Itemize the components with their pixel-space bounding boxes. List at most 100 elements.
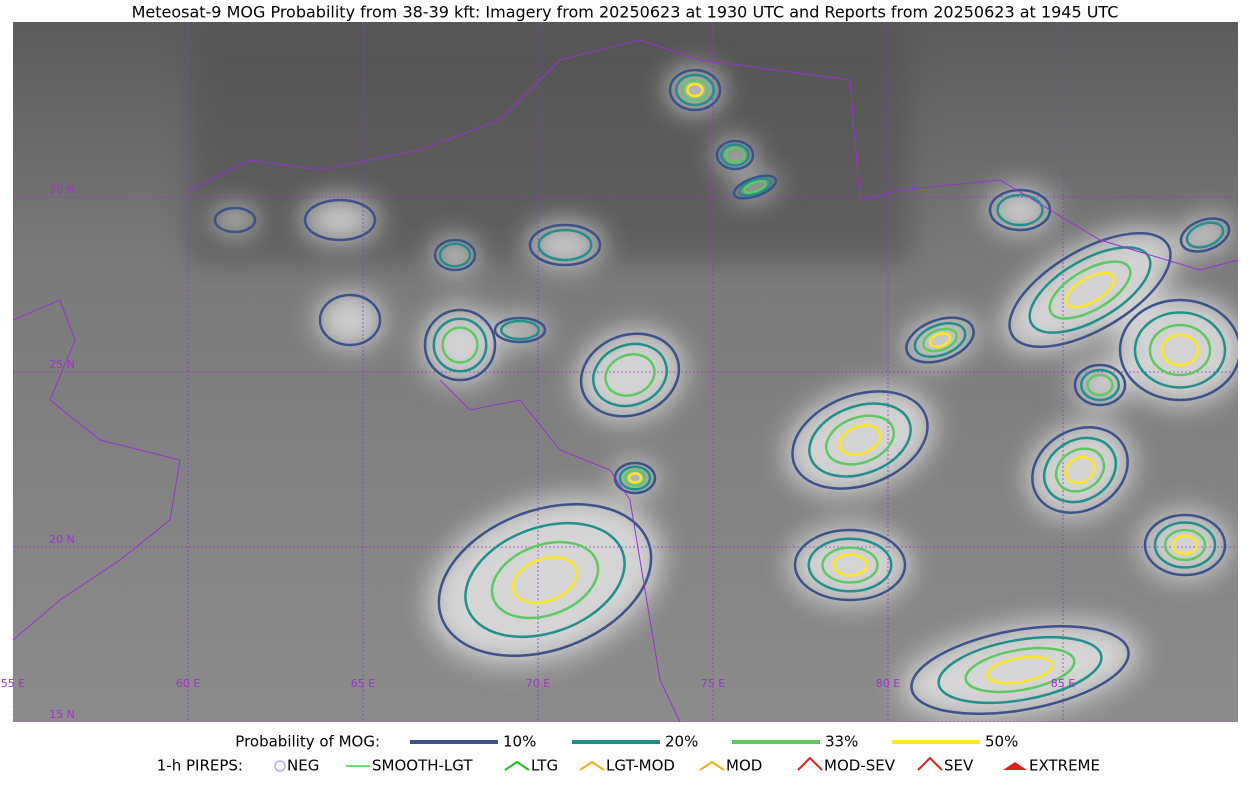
cloud bbox=[428, 496, 662, 664]
contour bbox=[318, 293, 382, 347]
legend-label: 50% bbox=[985, 733, 1018, 751]
contour bbox=[493, 316, 547, 344]
legend-label: SMOOTH-LGT bbox=[372, 757, 473, 775]
contour bbox=[441, 326, 479, 364]
contour bbox=[627, 472, 643, 484]
contour bbox=[913, 322, 967, 358]
lon-label: 80 E bbox=[876, 677, 900, 690]
contour bbox=[437, 502, 653, 658]
legend-icon bbox=[699, 760, 725, 771]
contour bbox=[1163, 528, 1207, 562]
contour bbox=[1028, 246, 1152, 334]
map bbox=[13, 22, 1238, 722]
contour bbox=[1118, 298, 1238, 402]
lon-label: 85 E bbox=[1051, 677, 1075, 690]
contour bbox=[668, 68, 722, 112]
contour bbox=[1031, 426, 1129, 514]
lon-label: 65 E bbox=[351, 677, 375, 690]
contour bbox=[1185, 221, 1225, 249]
legend-icon bbox=[917, 756, 943, 771]
contour bbox=[438, 242, 472, 268]
cloud bbox=[1027, 423, 1133, 517]
contour bbox=[791, 390, 929, 490]
legend-title: Probability of MOG: bbox=[235, 733, 380, 751]
lat-label: 30 N bbox=[49, 183, 75, 196]
cloud bbox=[732, 174, 778, 200]
contour bbox=[832, 553, 868, 577]
contour bbox=[675, 73, 715, 107]
contour bbox=[937, 635, 1103, 705]
lat-label: 15 N bbox=[49, 708, 75, 721]
contour bbox=[432, 317, 488, 373]
lat-label: 25 N bbox=[49, 358, 75, 371]
contour bbox=[464, 521, 626, 639]
contour bbox=[808, 402, 912, 478]
contour bbox=[433, 238, 477, 272]
legend-label: MOD bbox=[726, 757, 762, 775]
contour bbox=[996, 193, 1044, 227]
contours bbox=[213, 68, 1238, 716]
cloud bbox=[301, 198, 379, 242]
contour bbox=[1042, 436, 1118, 504]
contour bbox=[1064, 455, 1096, 485]
contour bbox=[738, 177, 772, 197]
legend-label: NEG bbox=[287, 757, 319, 775]
contour bbox=[720, 143, 750, 167]
legend-title: 1-h PIREPS: bbox=[157, 757, 243, 775]
contour bbox=[1008, 231, 1172, 349]
contour bbox=[681, 78, 709, 102]
grid-labels: 55 E 60 E 65 E 70 E 75 E 80 E 85 E 30 N 25 N 20 N… bbox=[1, 183, 1075, 721]
contour bbox=[579, 332, 681, 418]
contour bbox=[921, 327, 959, 353]
contour bbox=[1160, 333, 1200, 367]
legend-icon bbox=[274, 760, 286, 772]
legend-label: 20% bbox=[665, 733, 698, 751]
title: Meteosat-9 MOG Probability from 38-39 kf… bbox=[132, 3, 1119, 22]
contour bbox=[537, 228, 593, 262]
cloud bbox=[1114, 295, 1238, 405]
contour bbox=[490, 540, 600, 620]
border bbox=[439, 379, 681, 722]
legend-label: MOD-SEV bbox=[824, 757, 896, 775]
legend-icon bbox=[1003, 762, 1027, 770]
lon-label: 55 E bbox=[1, 677, 25, 690]
legend: Probability of MOG: 1-h PIREPS: 10% 20% 33… bbox=[157, 733, 1100, 775]
contour bbox=[910, 624, 1130, 716]
legend-icon bbox=[797, 756, 823, 771]
contour bbox=[1048, 260, 1132, 320]
legend-label: 10% bbox=[503, 733, 536, 751]
contour bbox=[732, 174, 778, 200]
legend-label: 33% bbox=[825, 733, 858, 751]
contour bbox=[303, 198, 377, 242]
contour bbox=[1143, 513, 1227, 577]
contour bbox=[807, 537, 893, 593]
contour bbox=[743, 180, 767, 194]
contour bbox=[528, 223, 602, 267]
legend-icon bbox=[504, 760, 530, 771]
lon-label: 60 E bbox=[176, 677, 200, 690]
legend-label: SEV bbox=[944, 757, 974, 775]
legend-label: LTG bbox=[531, 757, 558, 775]
contour bbox=[623, 469, 647, 487]
contour bbox=[824, 414, 896, 466]
contour bbox=[821, 546, 879, 584]
lon-label: 70 E bbox=[526, 677, 550, 690]
contour bbox=[1086, 373, 1114, 397]
contour bbox=[1073, 363, 1127, 407]
legend-icon bbox=[579, 760, 605, 771]
legend-label: LGT-MOD bbox=[606, 757, 675, 775]
border bbox=[189, 39, 1238, 271]
contour bbox=[793, 528, 907, 602]
contour bbox=[1148, 323, 1212, 377]
contour bbox=[604, 353, 656, 397]
contour bbox=[1179, 217, 1231, 253]
contour bbox=[592, 342, 668, 408]
lat-label: 20 N bbox=[49, 533, 75, 546]
contour bbox=[1133, 311, 1227, 389]
contour bbox=[500, 319, 540, 341]
contour bbox=[213, 206, 257, 234]
contour bbox=[715, 139, 755, 171]
contour bbox=[964, 646, 1076, 694]
contour bbox=[838, 424, 882, 456]
